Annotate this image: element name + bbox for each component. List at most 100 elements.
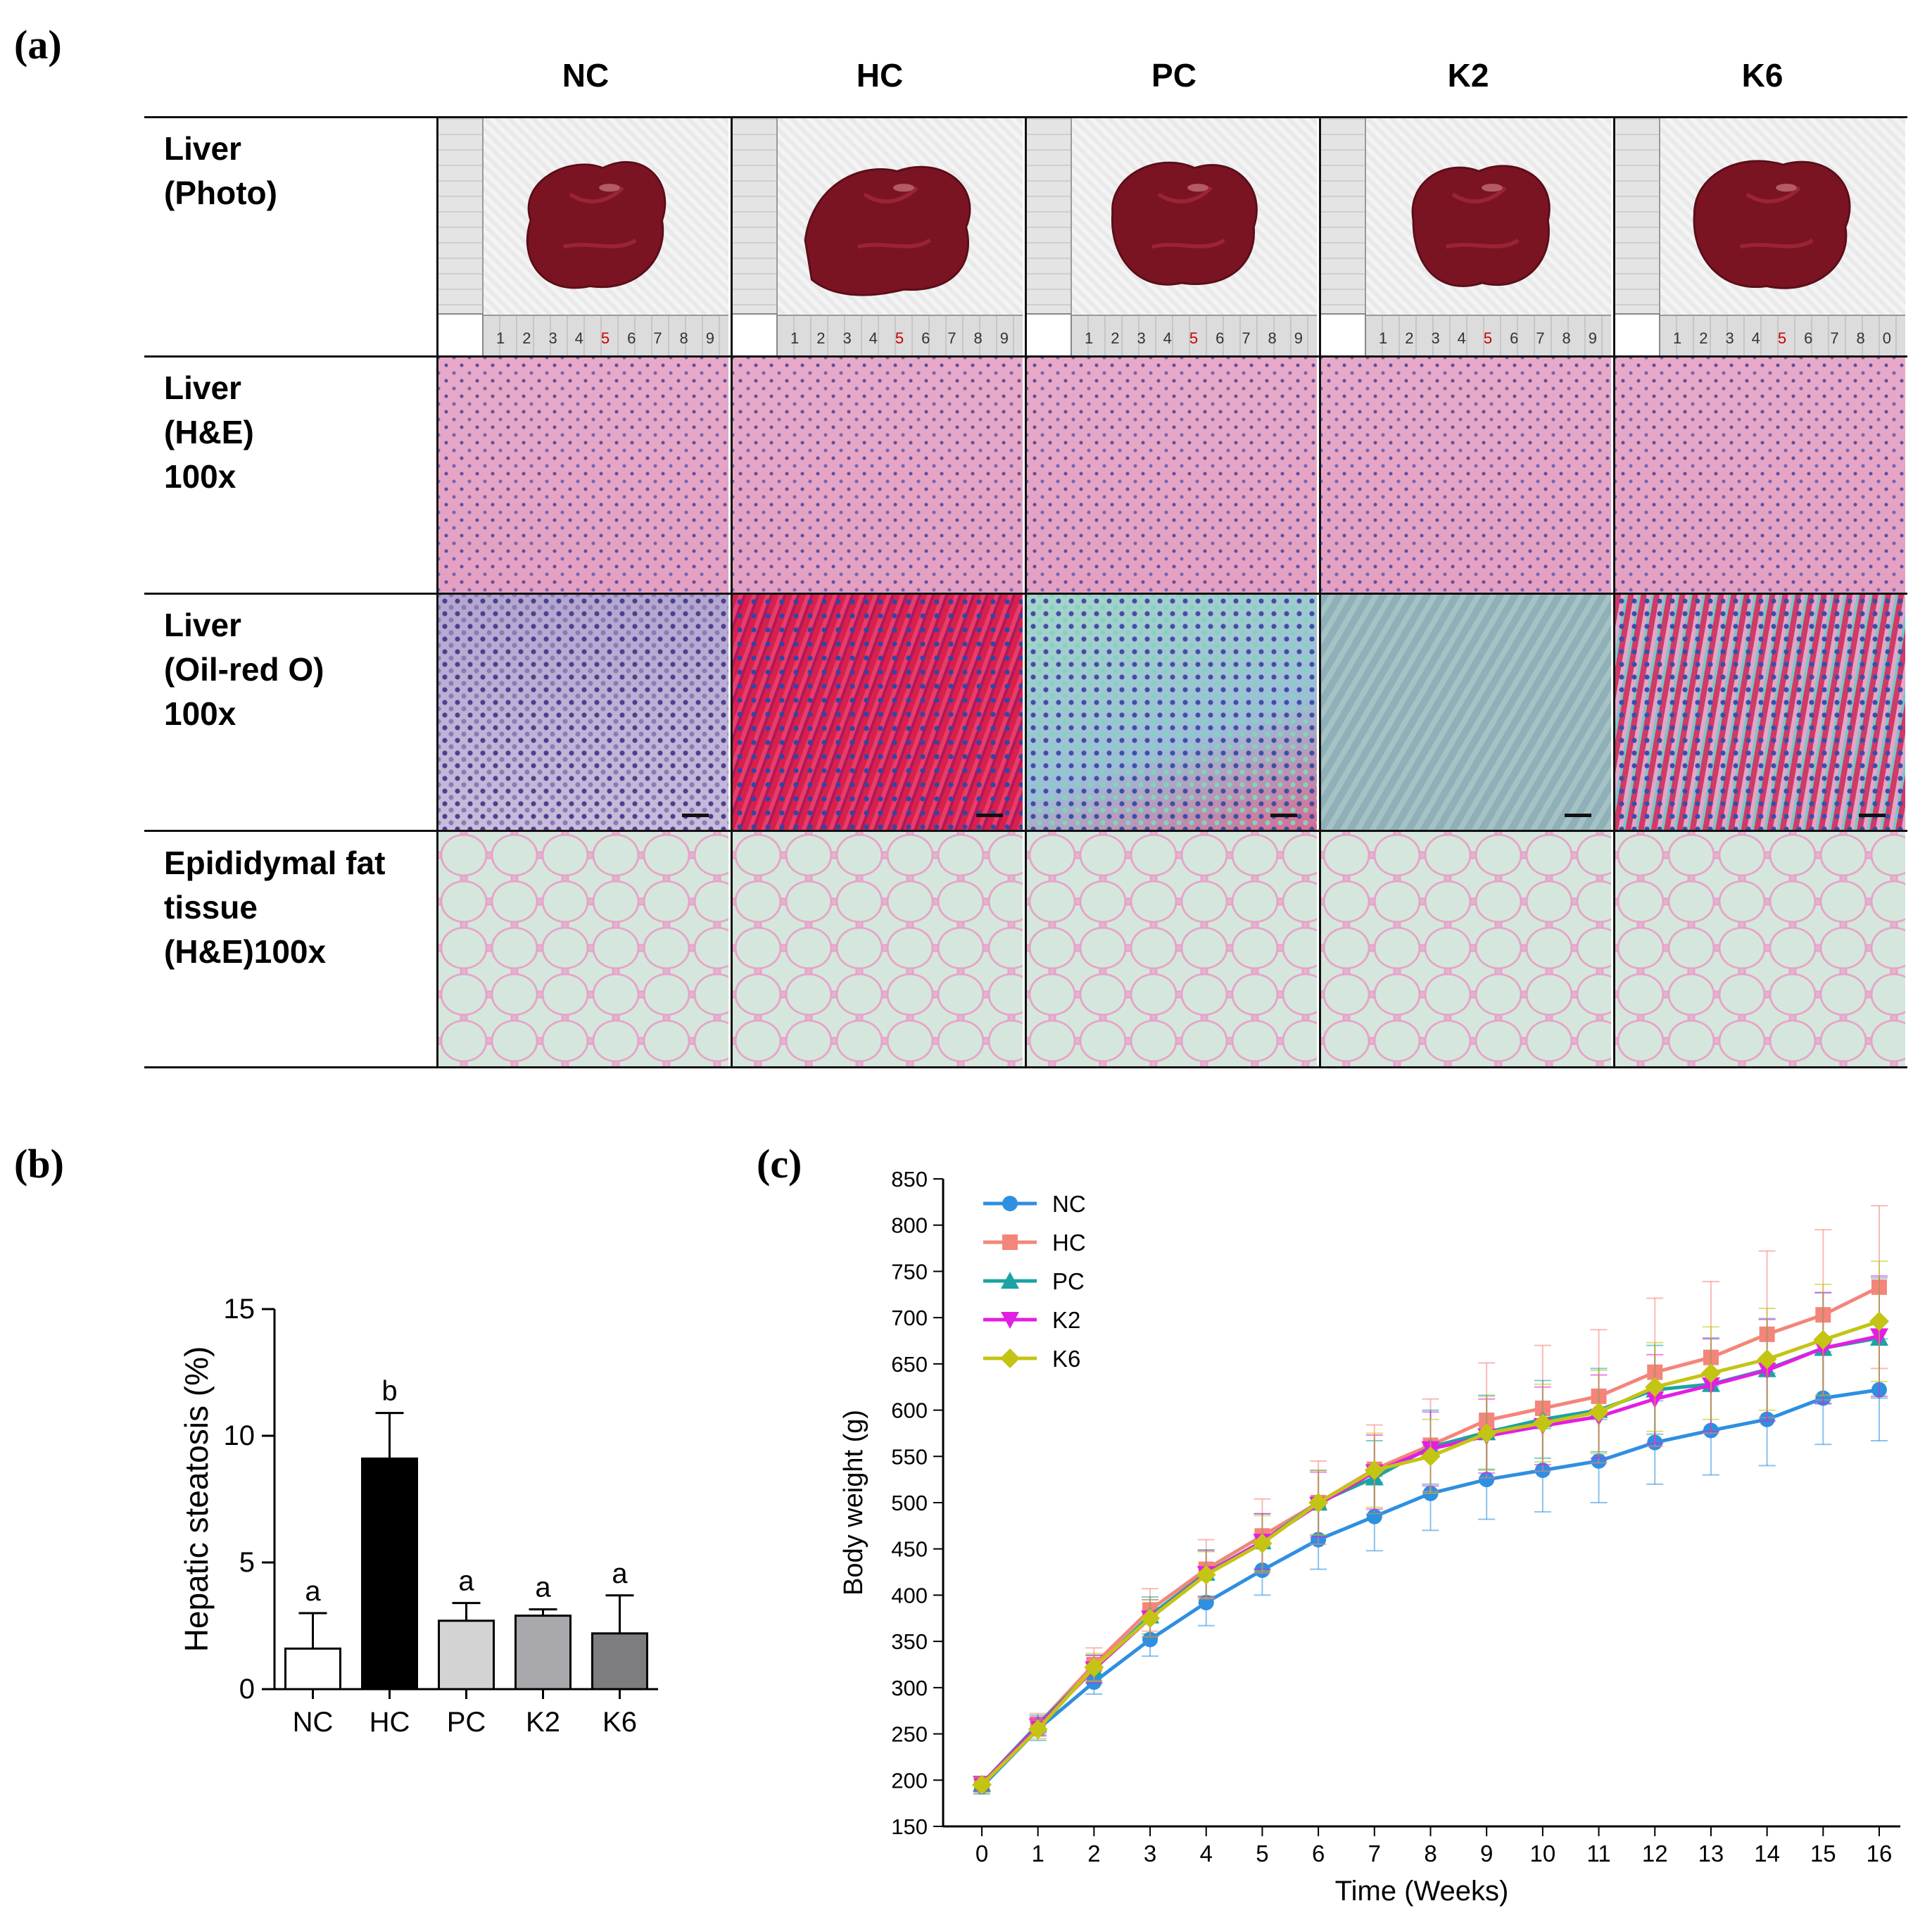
horizontal-ruler	[776, 315, 1023, 355]
series-line	[980, 1320, 1880, 1786]
y-tick-label: 550	[891, 1444, 928, 1469]
column-header-k6: K6	[1741, 57, 1783, 94]
epididymal-fat-image-pc	[1025, 832, 1317, 1066]
vertical-ruler	[438, 118, 484, 322]
y-tick-label: 150	[891, 1814, 928, 1839]
column-header-hc: HC	[856, 57, 904, 94]
panel-c-label: (c)	[757, 1141, 802, 1187]
ruler-number: 4	[1163, 329, 1172, 347]
x-tick-label: 14	[1754, 1840, 1780, 1867]
horizontal-ruler	[1659, 315, 1905, 355]
row-header-epididymal-fat: Epididymal fat tissue (H&E)100x	[164, 841, 385, 974]
ruler-number: 8	[973, 329, 983, 347]
legend-label: PC	[1052, 1268, 1085, 1294]
x-tick-label: 11	[1586, 1840, 1610, 1867]
legend-marker	[1001, 1312, 1019, 1329]
y-tick-label: 600	[891, 1398, 928, 1423]
x-tick-label: 12	[1642, 1840, 1668, 1867]
x-tick-label: 10	[1530, 1840, 1556, 1867]
y-tick-label: 0	[239, 1674, 255, 1705]
y-tick-label: 750	[891, 1259, 928, 1284]
y-axis-label: Body weight (g)	[839, 1410, 869, 1596]
row-header-line: Liver	[164, 130, 241, 167]
liver-he-image-hc	[731, 358, 1023, 593]
ruler-number: 7	[1536, 329, 1545, 347]
ruler-number: 8	[1268, 329, 1277, 347]
series-line	[980, 1285, 1881, 1786]
liver-image	[1693, 160, 1851, 289]
ruler-number: 3	[548, 329, 557, 347]
data-point	[1364, 1460, 1384, 1480]
liver-image	[1111, 161, 1258, 286]
x-tick-label: 13	[1698, 1840, 1724, 1867]
ruler-number: 2	[1699, 329, 1708, 347]
y-tick-label: 200	[891, 1768, 928, 1793]
x-tick-label: 15	[1810, 1840, 1836, 1867]
tissue-image-grid: NC HC PC K2 K6 Liver (Photo) Liver (H&E)…	[144, 57, 1907, 1068]
row-header-line: Epididymal fat	[164, 845, 386, 881]
epididymal-fat-image-k2	[1319, 832, 1611, 1066]
ruler-number: 4	[869, 329, 878, 347]
data-point	[1700, 1363, 1721, 1383]
y-tick-label: 400	[891, 1583, 928, 1608]
data-point	[1028, 1719, 1048, 1739]
ruler-number: 9	[1294, 329, 1303, 347]
series-k6	[972, 1260, 1889, 1795]
vertical-ruler	[1321, 118, 1366, 322]
data-point	[1813, 1330, 1833, 1350]
horizontal-ruler	[1071, 315, 1317, 355]
ruler-number: 6	[1510, 329, 1519, 347]
liver-image	[804, 165, 971, 296]
data-point	[1420, 1446, 1441, 1467]
ruler-number: 3	[1725, 329, 1734, 347]
row-header-line: 100x	[164, 458, 236, 495]
ruler-number: 2	[1405, 329, 1414, 347]
epididymal-fat-image-k6	[1613, 832, 1905, 1066]
ruler-number: 4	[1457, 329, 1466, 347]
liver-he-image-pc	[1025, 358, 1317, 593]
row-header-line: Liver	[164, 370, 241, 406]
bar-k2	[514, 1615, 572, 1691]
row-divider	[144, 830, 1907, 832]
row-header-liver-he: Liver (H&E) 100x	[164, 366, 254, 499]
ruler-corner	[438, 313, 484, 355]
y-tick-label: 350	[891, 1629, 928, 1654]
row-header-liver-oil-red: Liver (Oil-red O) 100x	[164, 603, 324, 736]
ruler-corner	[1615, 313, 1660, 355]
significance-letter: a	[458, 1566, 474, 1597]
data-point	[1477, 1423, 1497, 1444]
liver-image	[1411, 165, 1551, 287]
data-point	[1140, 1608, 1161, 1629]
ruler-number: 6	[1216, 329, 1225, 347]
horizontal-ruler	[482, 315, 728, 355]
data-point	[1532, 1413, 1553, 1433]
ruler-number: 8	[1856, 329, 1865, 347]
legend-label: NC	[1052, 1191, 1086, 1217]
y-tick-label: 700	[891, 1306, 928, 1330]
ruler-number: 2	[816, 329, 826, 347]
y-tick-label: 500	[891, 1491, 928, 1515]
hepatic-steatosis-bar-chart: 0 5 10 15 Hepatic steatosis (%) a NC b HC a PC a K2 a…	[178, 1294, 658, 1738]
row-header-line: tissue	[164, 889, 258, 926]
scale-bar	[682, 814, 709, 817]
column-header-pc: PC	[1151, 57, 1197, 94]
ruler-corner	[1321, 313, 1366, 355]
ruler-number: 4	[1751, 329, 1760, 347]
ruler-number: 5	[600, 329, 610, 347]
ruler-number: 6	[1804, 329, 1813, 347]
ruler-number: 9	[705, 329, 714, 347]
x-tick-label: 9	[1480, 1840, 1493, 1867]
ruler-number: 2	[1111, 329, 1120, 347]
row-header-line: (Photo)	[164, 175, 277, 211]
y-tick-label: 850	[891, 1167, 928, 1192]
significance-letter: b	[381, 1376, 397, 1407]
x-tick-label: 3	[1144, 1840, 1156, 1867]
legend-label: K2	[1052, 1307, 1080, 1333]
x-tick-label: HC	[370, 1707, 410, 1738]
data-point	[1142, 1631, 1158, 1648]
data-point	[972, 1774, 992, 1795]
significance-letter: a	[535, 1572, 551, 1603]
